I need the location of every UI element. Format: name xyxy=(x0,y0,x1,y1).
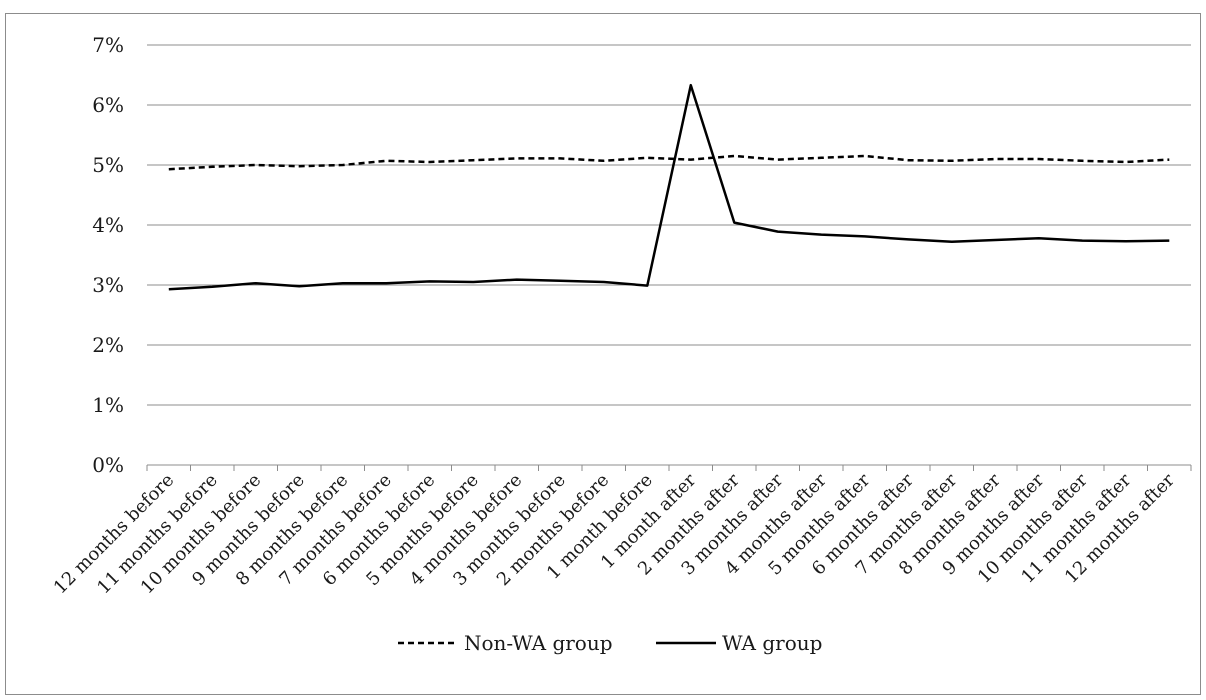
y-tick-label: 6% xyxy=(92,93,124,117)
y-tick-labels: 0% 1% 2% 3% 4% 5% 6% 7% xyxy=(92,33,124,477)
legend-label: WA group xyxy=(722,631,822,655)
y-tick-label: 5% xyxy=(92,153,124,177)
axes xyxy=(146,464,1192,471)
y-tick-label: 4% xyxy=(92,213,124,237)
chart-frame: 0% 1% 2% 3% 4% 5% 6% 7% 12 months before 11 mont… xyxy=(5,13,1201,695)
series-line-wa xyxy=(168,83,1170,291)
series-lines xyxy=(168,83,1170,291)
y-tick-label: 2% xyxy=(92,333,124,357)
y-tick-label: 0% xyxy=(92,453,124,477)
legend-label: Non-WA group xyxy=(464,631,613,655)
series-line-non-wa xyxy=(168,154,1170,171)
y-tick-label: 1% xyxy=(92,393,124,417)
y-tick-label: 3% xyxy=(92,273,124,297)
gridlines xyxy=(147,44,1191,406)
y-tick-label: 7% xyxy=(92,33,124,57)
legend: Non-WA group WA group xyxy=(398,631,822,655)
